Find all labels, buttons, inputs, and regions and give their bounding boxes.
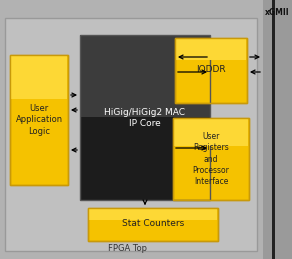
Bar [80, 35, 210, 200]
Bar [174, 119, 248, 146]
Bar [88, 208, 218, 241]
Text: HiGig/HiGig2 MAC
IP Core: HiGig/HiGig2 MAC IP Core [105, 108, 185, 128]
Bar [11, 56, 67, 99]
Bar [89, 209, 217, 220]
Bar [272, 0, 275, 259]
Bar [5, 18, 257, 251]
Bar [88, 208, 218, 241]
Bar [173, 118, 249, 200]
Text: xGMII: xGMII [265, 8, 289, 17]
Bar [173, 118, 249, 200]
Bar [176, 39, 246, 60]
Bar [10, 55, 68, 185]
Text: User
Application
Logic: User Application Logic [15, 104, 62, 136]
Bar [175, 38, 247, 103]
Text: Stat Counters: Stat Counters [122, 219, 184, 228]
Bar [10, 55, 68, 185]
Bar [80, 35, 210, 117]
Bar [263, 0, 292, 259]
Text: FPGA Top: FPGA Top [109, 244, 147, 253]
Text: User
Registers
and
Processor
Interface: User Registers and Processor Interface [192, 132, 230, 186]
Bar [80, 117, 210, 200]
Bar [175, 38, 247, 103]
Text: IODDR: IODDR [196, 66, 226, 75]
